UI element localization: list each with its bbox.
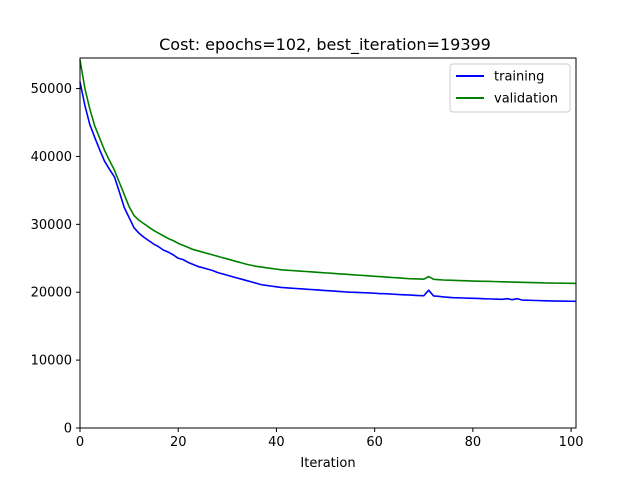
legend-label-validation: validation [494, 92, 558, 107]
x-tick-label: 100 [559, 435, 584, 450]
x-tick-label: 40 [268, 435, 285, 450]
y-tick-label: 50000 [31, 82, 72, 97]
plot-frame [79, 57, 577, 429]
legend-label-training: training [494, 70, 544, 85]
y-axis: 0 10000 20000 30000 40000 50000 [31, 82, 80, 437]
x-tick-label: 60 [366, 435, 383, 450]
x-axis: 0 20 40 60 80 100 [76, 428, 584, 450]
y-tick-label: 40000 [31, 150, 72, 165]
y-tick-label: 20000 [31, 286, 72, 301]
series-line-training [79, 81, 577, 303]
chart-title: Cost: epochs=102, best_iteration=19399 [159, 35, 491, 55]
legend: training validation [449, 63, 571, 113]
series-layer [79, 59, 577, 303]
x-tick-label: 0 [76, 435, 84, 450]
x-axis-label: Iteration [300, 456, 355, 471]
y-tick-label: 30000 [31, 218, 72, 233]
y-tick-label: 0 [64, 422, 72, 437]
x-tick-label: 80 [465, 435, 482, 450]
series-line-validation [79, 59, 577, 285]
y-tick-label: 10000 [31, 354, 72, 369]
x-tick-label: 20 [170, 435, 187, 450]
